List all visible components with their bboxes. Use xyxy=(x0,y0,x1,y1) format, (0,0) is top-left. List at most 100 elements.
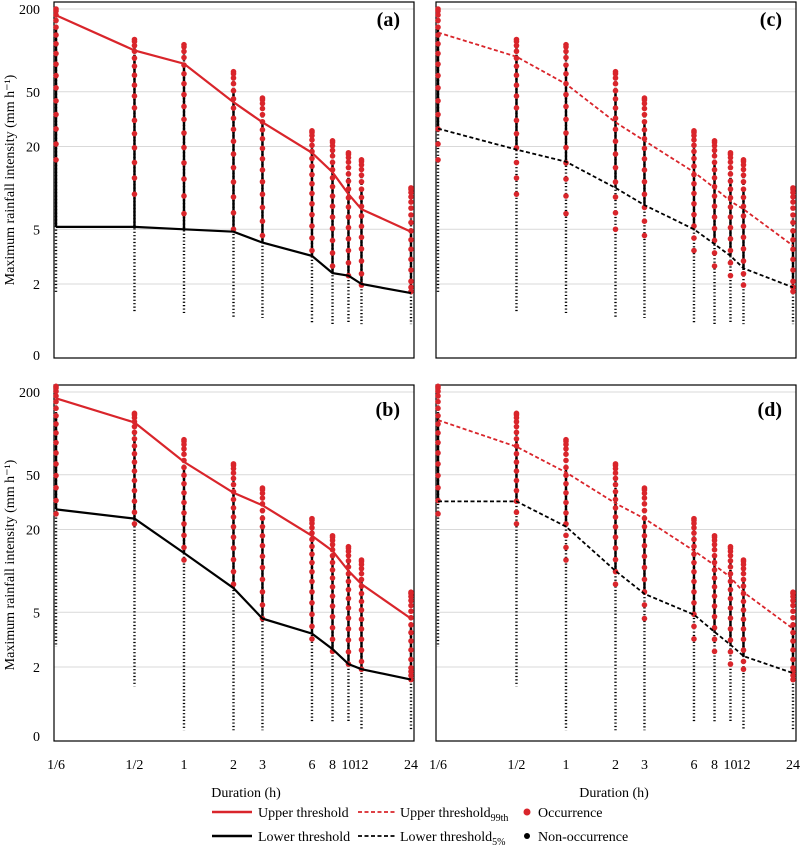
occurrence-point-d-1-15 xyxy=(513,521,520,527)
occurrence-point-c-4-2 xyxy=(641,100,648,107)
occurrence-point-a-6-7 xyxy=(329,175,336,181)
occurrence-point-d-0-5 xyxy=(435,405,441,412)
occurrence-point-b-2-15 xyxy=(181,557,187,563)
occurrence-point-c-0-12 xyxy=(435,111,441,118)
occurrence-point-a-3-7 xyxy=(230,115,237,122)
legend-label-lower-threshold-5pct: Lower threshold5% xyxy=(400,830,506,848)
occurrence-point-a-1-12 xyxy=(131,144,138,151)
occurrence-point-d-5-4 xyxy=(691,530,697,536)
occurrence-point-d-6-8 xyxy=(711,575,718,581)
plot-frame-d xyxy=(435,384,797,742)
occurrence-point-b-8-3 xyxy=(358,565,365,572)
occurrence-point-b-0-11 xyxy=(53,461,59,467)
occurrence-point-c-3-13 xyxy=(612,194,619,200)
occurrence-point-b-4-11 xyxy=(259,564,266,571)
occurrence-point-b-2-8 xyxy=(181,480,187,487)
occurrence-point-b-5-9 xyxy=(309,568,315,575)
occurrence-point-d-8-15 xyxy=(740,666,747,673)
occurrence-point-b-0-5 xyxy=(53,405,59,412)
occurrence-point-c-8-11 xyxy=(740,234,747,241)
occurrence-point-a-4-15 xyxy=(259,232,266,239)
occurrence-point-c-4-15 xyxy=(641,232,648,239)
occurrence-point-a-6-3 xyxy=(329,147,336,154)
occurrence-point-d-2-9 xyxy=(563,490,569,496)
occurrence-point-d-5-15 xyxy=(691,636,697,642)
occurrence-point-b-4-2 xyxy=(259,490,266,497)
occurrence-point-b-0-8 xyxy=(53,430,59,436)
occurrence-point-d-6-2 xyxy=(711,537,718,544)
occurrence-point-c-0-9 xyxy=(435,72,441,79)
occurrence-point-c-0-7 xyxy=(435,50,441,57)
occurrence-point-b-7-12 xyxy=(345,626,352,632)
occurrence-point-c-5-3 xyxy=(691,137,697,143)
occurrence-point-d-5-8 xyxy=(691,559,697,566)
occurrence-point-b-8-4 xyxy=(358,570,365,577)
occurrence-point-b-9-8 xyxy=(408,629,414,636)
occurrence-point-b-3-2 xyxy=(230,465,237,472)
occurrence-point-c-0-4 xyxy=(435,24,441,30)
y-tick-label-b-0: 0 xyxy=(33,730,40,745)
occurrence-point-c-0-11 xyxy=(435,98,441,104)
occurrence-point-c-7-14 xyxy=(727,260,734,266)
occurrence-point-a-3-14 xyxy=(230,210,237,216)
occurrence-point-a-4-12 xyxy=(259,191,266,198)
occurrence-point-a-7-13 xyxy=(345,247,352,254)
occurrence-point-a-4-9 xyxy=(259,155,266,162)
occurrence-point-c-8-4 xyxy=(740,172,747,178)
occurrence-point-c-5-11 xyxy=(691,200,697,207)
occurrence-point-b-9-5 xyxy=(408,608,414,615)
occurrence-point-b-2-14 xyxy=(181,544,187,551)
occurrence-point-a-3-2 xyxy=(230,75,237,81)
occurrence-point-b-6-13 xyxy=(329,624,336,631)
occurrence-point-c-9-13 xyxy=(790,278,796,285)
occurrence-point-a-9-6 xyxy=(408,212,414,218)
occurrence-point-c-4-5 xyxy=(641,118,648,125)
occurrence-point-b-4-3 xyxy=(259,495,266,501)
occurrence-point-b-3-4 xyxy=(230,475,237,482)
plot-frame-a xyxy=(53,1,415,359)
y-tick-label-a-5: 5 xyxy=(33,223,40,238)
occurrence-point-d-7-8 xyxy=(727,586,734,593)
occurrence-point-d-8-14 xyxy=(740,658,747,665)
occurrence-point-d-2-2 xyxy=(563,441,569,448)
occurrence-point-b-9-2 xyxy=(408,593,414,600)
occurrence-point-b-4-8 xyxy=(259,533,266,539)
occurrence-point-d-5-6 xyxy=(691,543,697,550)
occurrence-point-d-2-11 xyxy=(563,510,569,516)
occurrence-point-c-0-10 xyxy=(435,85,441,91)
occurrence-point-b-8-2 xyxy=(358,561,365,568)
occurrence-point-c-4-4 xyxy=(641,111,648,118)
occurrence-point-d-8-10 xyxy=(740,616,747,623)
x-tick-label-d-6: 6 xyxy=(690,758,697,773)
occurrence-point-b-5-15 xyxy=(309,636,315,642)
occurrence-point-a-4-2 xyxy=(259,100,266,107)
occurrence-point-b-8-7 xyxy=(358,590,365,597)
occurrence-point-b-8-8 xyxy=(358,598,365,605)
occurrence-point-d-5-12 xyxy=(691,600,697,606)
occurrence-point-c-7-4 xyxy=(727,164,734,171)
occurrence-point-a-5-4 xyxy=(309,142,315,149)
occurrence-point-a-1-14 xyxy=(131,175,138,181)
occurrence-point-d-3-11 xyxy=(612,534,619,540)
occurrence-point-a-4-11 xyxy=(259,178,266,185)
occurrence-point-d-6-5 xyxy=(711,552,718,559)
occurrence-point-d-2-5 xyxy=(563,457,569,464)
occurrence-point-b-1-4 xyxy=(131,423,138,430)
occurrence-point-d-1-2 xyxy=(513,414,520,421)
occurrence-point-a-8-3 xyxy=(358,166,365,173)
occurrence-point-b-9-14 xyxy=(408,672,414,679)
occurrence-point-c-2-8 xyxy=(563,103,569,110)
occurrence-point-c-0-14 xyxy=(435,141,441,147)
occurrence-point-a-3-3 xyxy=(230,80,237,87)
occurrence-point-c-5-2 xyxy=(691,132,697,139)
occurrence-point-c-0-3 xyxy=(435,17,441,24)
y-tick-label-b-5: 5 xyxy=(33,606,40,621)
occurrence-point-a-7-2 xyxy=(345,154,352,161)
occurrence-point-b-1-6 xyxy=(131,436,138,442)
occurrence-point-b-2-4 xyxy=(181,451,187,458)
occurrence-point-a-9-10 xyxy=(408,246,414,253)
occurrence-point-d-6-14 xyxy=(711,636,718,643)
occurrence-point-a-2-8 xyxy=(181,103,187,110)
occurrence-point-a-0-9 xyxy=(53,72,59,79)
